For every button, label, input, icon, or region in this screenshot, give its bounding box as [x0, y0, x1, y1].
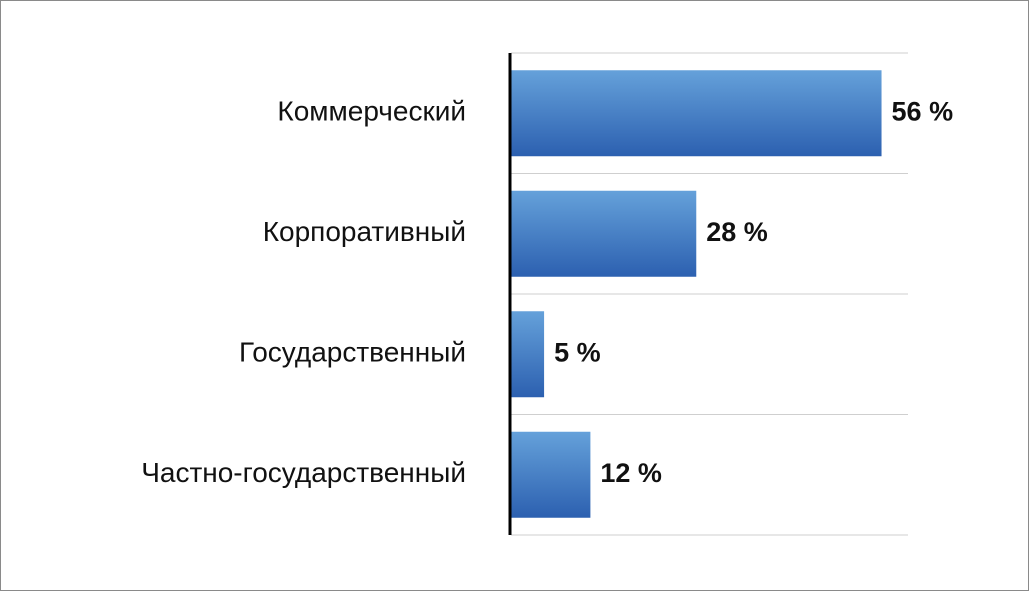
value-label: 28 %	[706, 217, 768, 247]
category-label: Частно-государственный	[141, 457, 466, 488]
category-label: Коммерческий	[277, 96, 466, 127]
value-label: 12 %	[600, 458, 662, 488]
bar	[511, 70, 882, 157]
category-label: Корпоративный	[263, 216, 466, 247]
bar	[511, 431, 591, 518]
bar	[511, 311, 545, 398]
value-label: 5 %	[554, 337, 601, 367]
category-label: Государственный	[239, 337, 466, 368]
bar	[511, 190, 697, 277]
value-label: 56 %	[892, 96, 954, 126]
